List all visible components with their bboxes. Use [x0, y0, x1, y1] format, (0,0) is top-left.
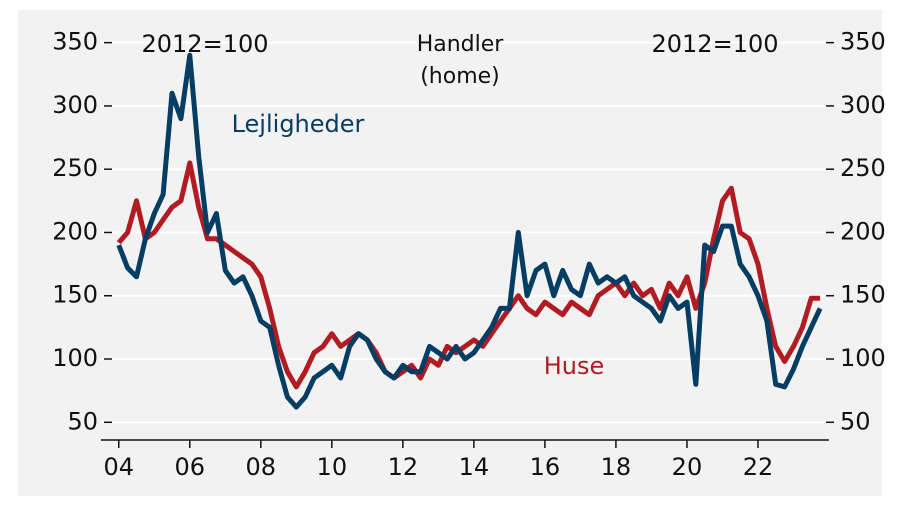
chart-subtitle: (home)	[420, 64, 500, 89]
x-tick-label: 04	[103, 453, 134, 481]
x-tick-label: 06	[175, 453, 206, 481]
y2-tick-label: 150	[840, 281, 886, 309]
x-tick-label: 14	[459, 453, 490, 481]
x-tick-label: 08	[246, 453, 277, 481]
x-tick-label: 12	[388, 453, 419, 481]
y2-tick-label: 300	[840, 91, 886, 119]
y2-tick-label: 250	[840, 154, 886, 182]
x-tick-label: 10	[317, 453, 348, 481]
series-line	[116, 52, 823, 410]
y-tick-label: 150	[52, 281, 98, 309]
chart-title: Handler	[417, 32, 505, 57]
series-label: Huse	[544, 352, 605, 380]
y-tick-label: 200	[52, 217, 98, 245]
series-label: Lejligheder	[232, 110, 365, 138]
x-tick-label: 18	[601, 453, 632, 481]
x-tick-label: 20	[672, 453, 703, 481]
y2-tick-label: 350	[840, 28, 886, 56]
y-tick-label: 50	[67, 407, 98, 435]
y-tick-label: 300	[52, 91, 98, 119]
x-tick-label: 22	[743, 453, 774, 481]
y2-tick-label: 100	[840, 344, 886, 372]
y2-tick-label: 50	[840, 407, 871, 435]
x-tick-label: 16	[530, 453, 561, 481]
y2-label: 2012=100	[652, 30, 779, 58]
y2-tick-label: 200	[840, 217, 886, 245]
y-tick-label: 100	[52, 344, 98, 372]
y-label: 2012=100	[142, 30, 269, 58]
y-tick-label: 350	[52, 28, 98, 56]
y-tick-label: 250	[52, 154, 98, 182]
